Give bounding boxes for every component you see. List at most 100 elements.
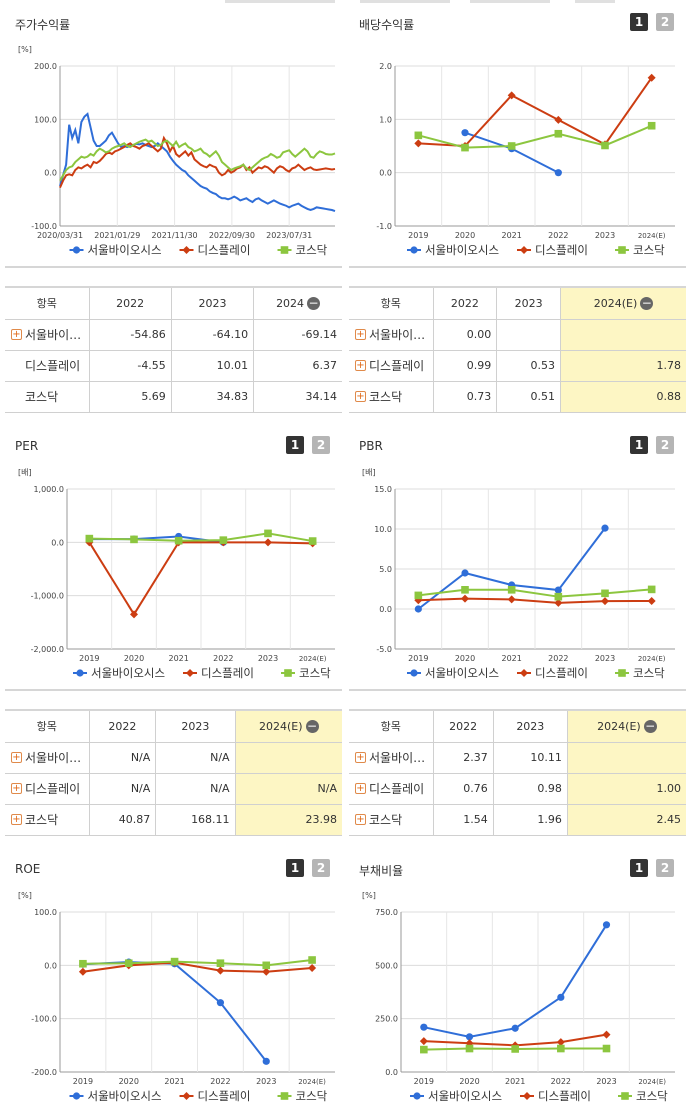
row-label[interactable]: +디스플레이 [349,350,433,382]
x-tick-label: 2021 [501,654,521,663]
table-row: + 서울바이… N/A N/A [5,742,342,774]
col-header: 2022 [88,288,172,320]
per-chart: 1,000.0 0.0 -1,000.0 -2,000.0 [배] 2019 2020 202… [18,468,335,680]
data-point [461,594,469,603]
data-point [507,595,516,604]
expand-plus-icon[interactable]: + [11,783,22,794]
data-point [601,589,609,598]
data-point [461,569,469,577]
row-name: 서울바이… [369,751,426,765]
collapse-icon[interactable]: − [640,296,654,310]
data-point [647,585,656,594]
y-tick-label: 200.0 [34,62,57,71]
y-tick-label: -200.0 [31,1068,57,1077]
table-cell: 23.98 [234,804,342,836]
data-point [264,529,272,538]
row-label[interactable]: +디스플레이 [5,350,89,382]
data-point [511,1045,519,1053]
collapse-icon[interactable]: − [643,719,657,733]
row-label[interactable]: + 서울바이… [5,742,89,774]
expand-plus-icon[interactable]: + [355,814,366,825]
row-label[interactable]: + 서울바이… [349,319,433,351]
row-label[interactable]: +코스닥 [5,381,89,413]
dividend-title: 배당수익률 [359,18,415,32]
view-2-button[interactable]: 2 [312,859,330,877]
table-cell [496,319,561,351]
data-point [182,246,191,254]
view-2-button[interactable]: 2 [656,859,674,877]
y-tick-label: -5.0 [376,645,392,654]
view-1-button[interactable]: 1 [630,13,648,31]
view-2-button[interactable]: 2 [312,436,330,454]
col-header: 항목 [349,288,433,320]
x-tick-label: 2020 [124,654,144,663]
y-tick-label: 750.0 [375,908,398,917]
debt-title: 부채비율 [359,864,404,878]
data-point [554,115,563,124]
data-point [410,669,418,677]
row-label[interactable]: +코스닥 [5,804,89,836]
y-tick-label: 100.0 [34,115,57,124]
expand-plus-icon[interactable]: + [11,814,22,825]
x-tick-label: 2019 [408,231,428,240]
expand-plus-icon[interactable]: + [355,329,366,340]
view-2-button[interactable]: 2 [656,13,674,31]
legend-label: 코스닥 [633,243,665,257]
data-point [556,1038,565,1047]
x-tick-label: 2021 [501,231,521,240]
collapse-icon[interactable]: − [307,296,321,310]
legend-item: 코스닥 [277,243,328,257]
row-name: 디스플레이 [369,782,425,796]
data-point [602,921,611,929]
legend-item: 코스닥 [618,1089,668,1103]
expand-plus-icon[interactable]: + [355,391,366,402]
view-1-button[interactable]: 1 [630,859,648,877]
col-header-label: 2024 [276,296,305,310]
y-tick-label: -1,000.0 [31,592,64,601]
dividend-chart: 2.0 1.0 0.0 -1.0 2019 2020 2021 2022 2023 2024(E)… [376,62,675,257]
table-cell: 1.54 [432,804,494,836]
row-label[interactable]: +코스닥 [349,804,433,836]
col-header-2024: 2024− [253,288,342,320]
debt-chart: 750.0 500.0 250.0 0.0 [%] 2019 2020 2021 2022 202… [362,891,675,1103]
data-point [554,586,562,594]
legend-item: 디스플레이 [183,666,254,680]
pbr-table: 항목 2022 2023 2024(E) − + 서울바이… 2.37 10.11 + 디스… [349,709,686,836]
col-header: 2023 [155,711,236,743]
legend-label: 코스닥 [299,666,331,680]
x-tick-label: 2019 [79,654,99,663]
data-point [618,246,626,254]
view-1-button[interactable]: 1 [286,859,304,877]
y-tick-label: -100.0 [31,222,57,231]
view-1-button[interactable]: 1 [286,436,304,454]
y-unit-label: [%] [362,891,376,900]
row-label[interactable]: + 서울바이… [5,319,89,351]
row-label[interactable]: +디스플레이 [349,773,433,805]
expand-plus-icon[interactable]: + [355,360,366,371]
row-label[interactable]: +코스닥 [349,381,433,413]
data-point [76,669,84,677]
data-point [647,597,656,605]
series-line [82,959,313,967]
legend-item: 코스닥 [615,243,665,257]
series-line [418,124,653,149]
data-point [72,1092,81,1100]
expand-plus-icon[interactable]: + [355,752,366,763]
table-cell: 1.78 [560,350,686,382]
data-point [79,959,87,968]
y-tick-label: 5.0 [379,565,392,574]
expand-plus-icon[interactable]: + [11,329,22,340]
stock-return-title: 주가수익률 [15,18,71,32]
row-label[interactable]: + 서울바이… [349,742,433,774]
y-tick-label: 250.0 [375,1015,398,1024]
table-cell: 10.01 [170,350,254,382]
expand-plus-icon[interactable]: + [11,752,22,763]
view-2-button[interactable]: 2 [656,436,674,454]
expand-plus-icon[interactable]: + [355,783,366,794]
x-tick-label: 2022 [548,654,568,663]
data-point [85,534,94,543]
row-label[interactable]: +디스플레이 [5,773,89,805]
x-tick-label: 2024(E) [299,655,327,663]
collapse-icon[interactable]: − [305,719,319,733]
view-1-button[interactable]: 1 [630,436,648,454]
